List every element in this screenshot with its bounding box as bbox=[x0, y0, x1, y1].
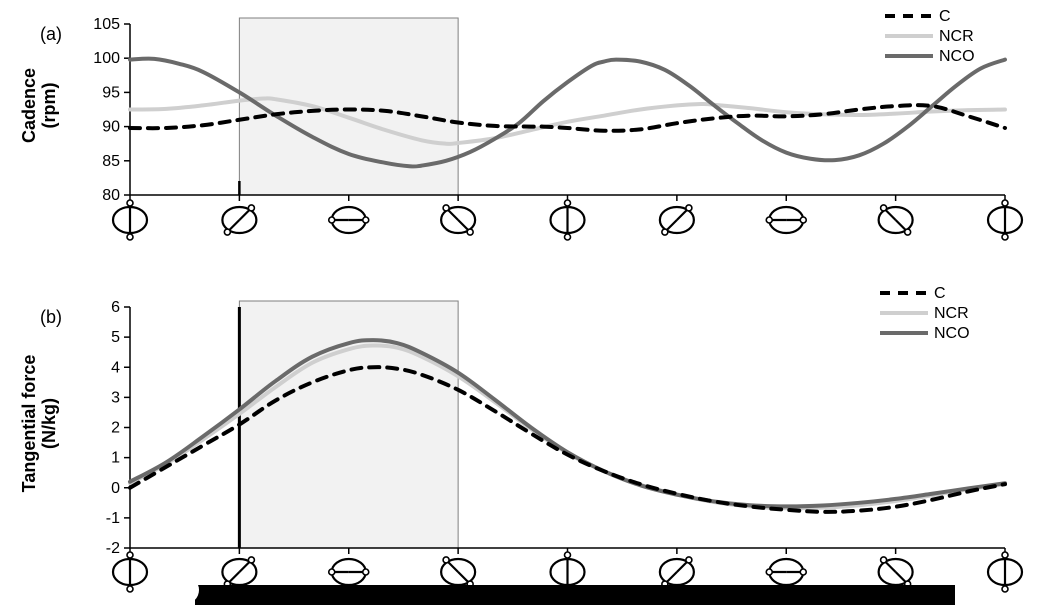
ytick-label: 95 bbox=[102, 84, 120, 101]
panel-marker: (a) bbox=[40, 24, 62, 44]
y-label-2: (N/kg) bbox=[39, 398, 59, 449]
figure-svg: 80859095100105(a)Cadence(rpm)CNCRNCO-2-1… bbox=[0, 0, 1037, 605]
ytick-label: 1 bbox=[111, 450, 120, 467]
ytick-label: 3 bbox=[111, 389, 120, 406]
legend-label-c: C bbox=[939, 8, 951, 25]
y-label-2: (rpm) bbox=[39, 83, 59, 129]
footer-bubble bbox=[171, 576, 199, 604]
ytick-label: 105 bbox=[93, 16, 120, 33]
legend-label-c: C bbox=[934, 285, 946, 302]
legend: C NCR NCO bbox=[885, 8, 975, 65]
ytick-label: 2 bbox=[111, 420, 120, 437]
ytick-label: 85 bbox=[102, 153, 120, 170]
ytick-label: 80 bbox=[102, 187, 120, 204]
panel-b: -2 -1 0 1 2 3 4 5 6 (b) Tangential force(N/kg) bbox=[19, 299, 1005, 557]
legend-label-nco: NCO bbox=[934, 325, 970, 342]
ytick-label: 0 bbox=[111, 480, 120, 497]
panel-marker: (b) bbox=[40, 307, 62, 327]
shaded-region-a bbox=[239, 18, 458, 195]
legend-label-nco: NCO bbox=[939, 48, 975, 65]
legend: C NCR NCO bbox=[880, 285, 970, 342]
crank-row bbox=[113, 200, 1022, 240]
ytick-label: -1 bbox=[106, 510, 120, 527]
y-label-1: Tangential force bbox=[19, 355, 39, 493]
shaded-region-b bbox=[239, 301, 458, 548]
chart-figure: 80859095100105(a)Cadence(rpm)CNCRNCO-2-1… bbox=[0, 0, 1037, 605]
ytick-label: 4 bbox=[111, 359, 120, 376]
ytick-label: 6 bbox=[111, 299, 120, 316]
ytick-label: -2 bbox=[106, 540, 120, 557]
legend-label-ncr: NCR bbox=[934, 305, 969, 322]
panel-a: 80 85 90 95 100 105 (a) Cadence(rpm) bbox=[19, 16, 1005, 204]
footer-band bbox=[195, 585, 955, 605]
y-label-1: Cadence bbox=[19, 68, 39, 143]
ytick-label: 100 bbox=[93, 50, 120, 67]
legend-label-ncr: NCR bbox=[939, 28, 974, 45]
ytick-label: 90 bbox=[102, 119, 120, 136]
ytick-label: 5 bbox=[111, 329, 120, 346]
